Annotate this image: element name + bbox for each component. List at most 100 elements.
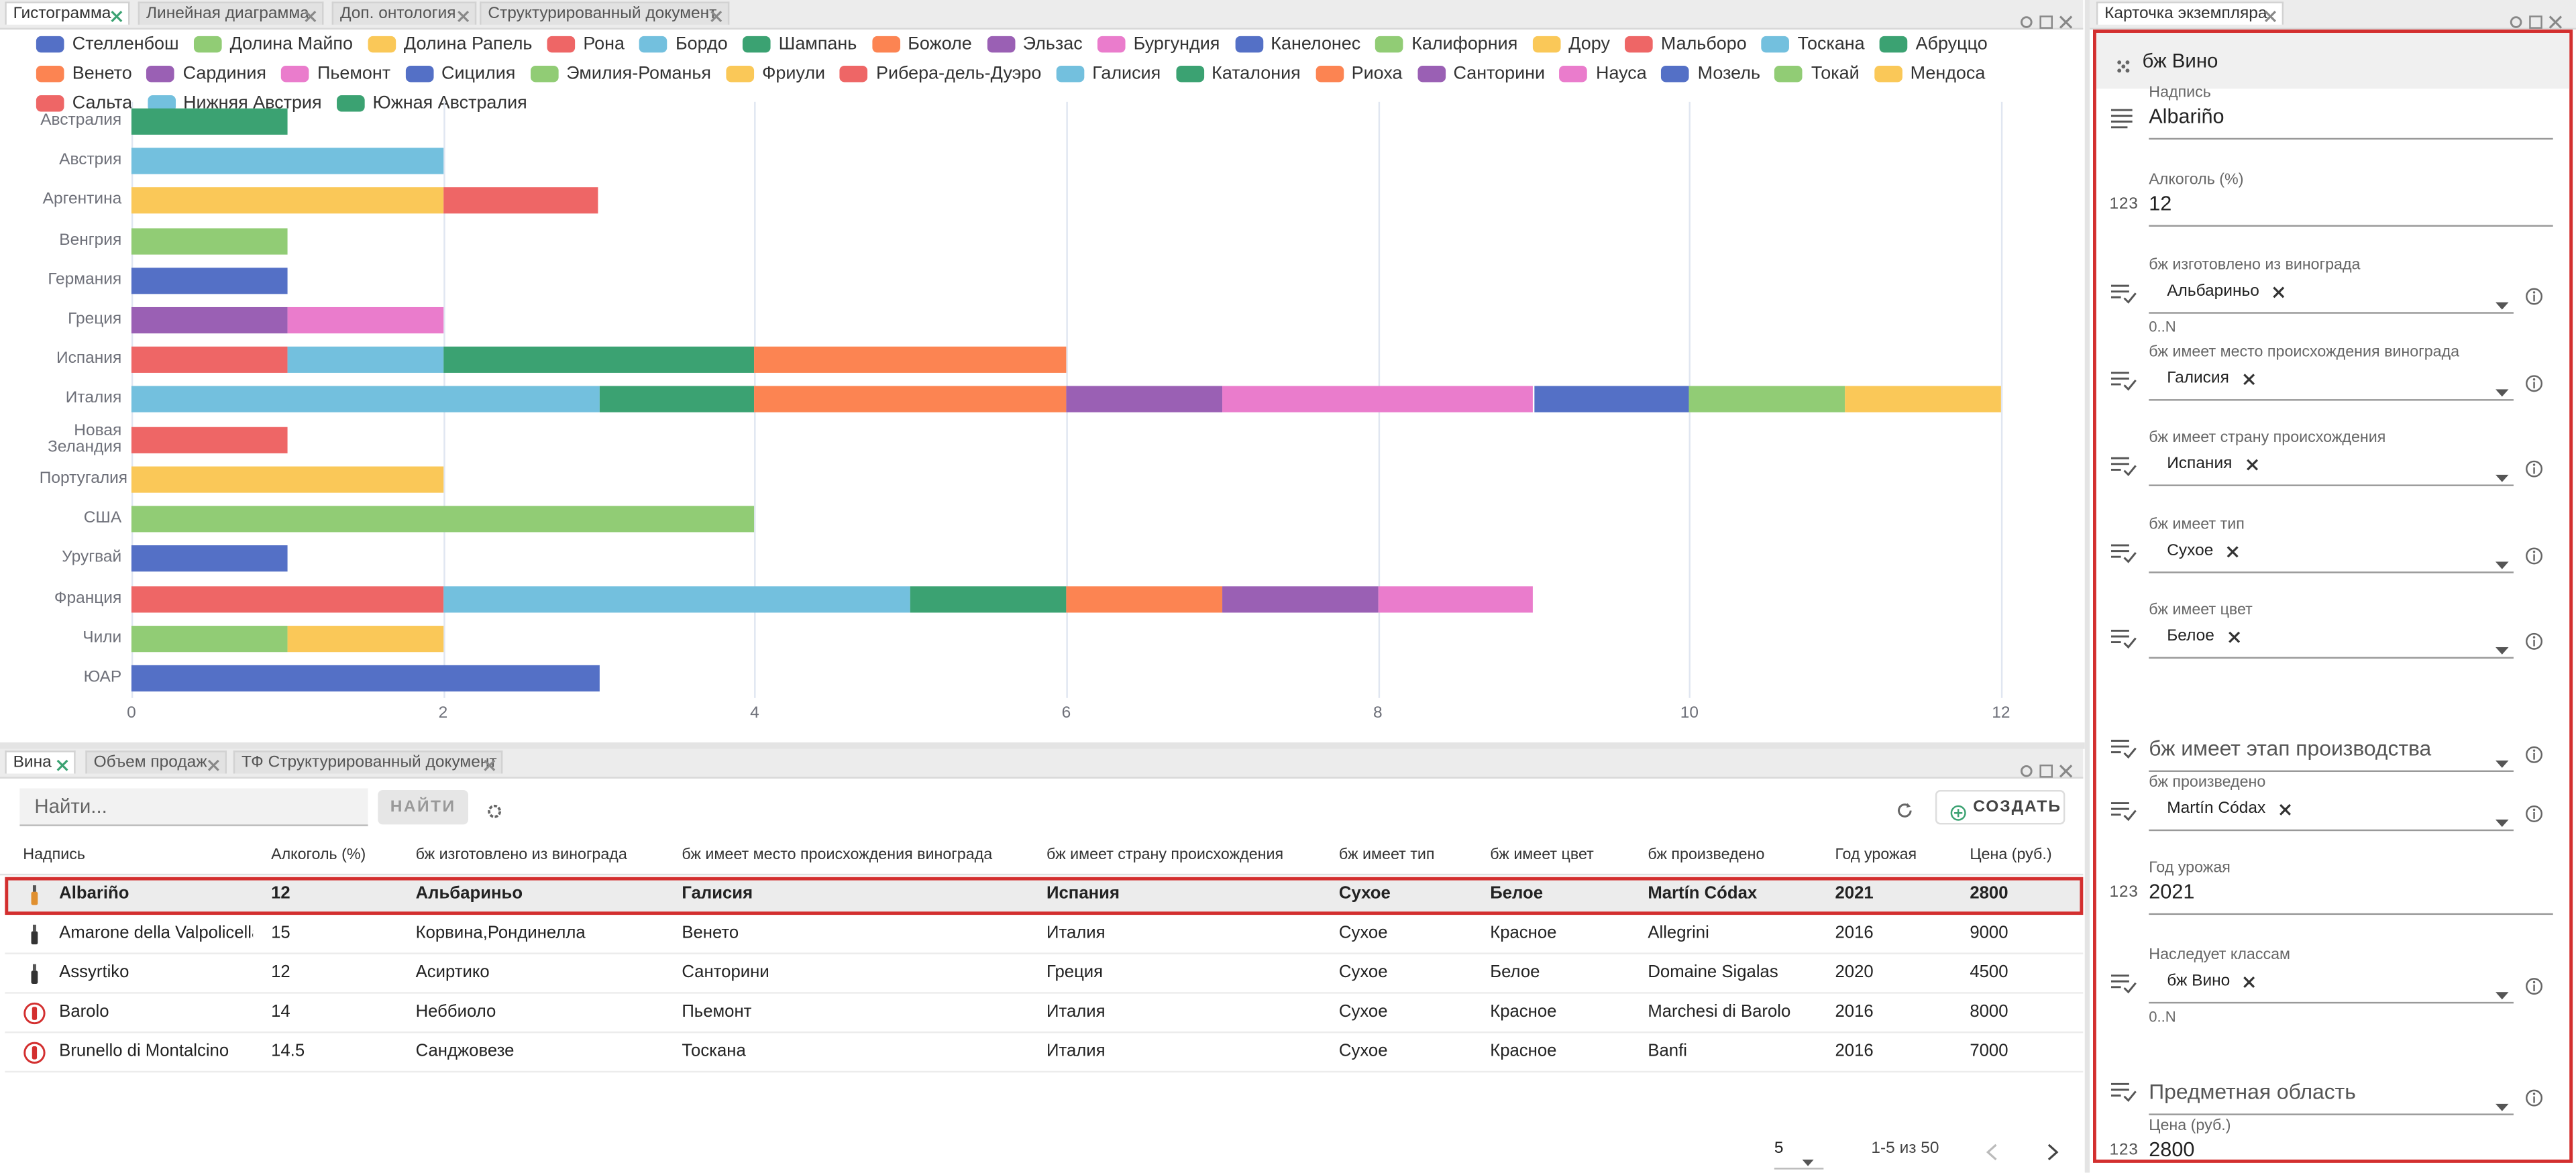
tab-close[interactable]: [483, 757, 496, 771]
field-value[interactable]: 12: [2149, 192, 2172, 215]
bar[interactable]: [131, 426, 288, 453]
dropdown-arrow[interactable]: [2496, 549, 2509, 569]
chip-remove[interactable]: [2245, 457, 2259, 471]
field-placeholder[interactable]: бж имеет этап производства: [2149, 736, 2432, 761]
bar[interactable]: [131, 506, 755, 533]
legend-item[interactable]: Сардиния: [146, 61, 266, 86]
close-icon[interactable]: [2548, 8, 2563, 29]
chip[interactable]: Сухое: [2152, 537, 2246, 565]
bar[interactable]: [131, 307, 288, 334]
bar[interactable]: [754, 347, 1067, 374]
bar[interactable]: [910, 585, 1067, 612]
chip-remove[interactable]: [2279, 802, 2292, 816]
tab-close[interactable]: [56, 757, 69, 771]
bar[interactable]: [443, 585, 911, 612]
dropdown-arrow[interactable]: [2496, 376, 2509, 397]
legend-item[interactable]: Шампань: [742, 32, 857, 56]
settings-icon[interactable]: [2509, 8, 2524, 28]
legend-item[interactable]: Стелленбош: [36, 32, 179, 56]
legend-item[interactable]: Божоле: [871, 32, 972, 56]
table-row[interactable]: [5, 877, 2084, 915]
chip[interactable]: бж Вино: [2152, 967, 2263, 995]
maximize-icon[interactable]: [2528, 8, 2543, 29]
close-icon[interactable]: [2059, 8, 2074, 29]
tab[interactable]: Вина: [5, 750, 76, 774]
bar[interactable]: [287, 347, 443, 374]
bar[interactable]: [287, 625, 443, 652]
legend-item[interactable]: Тоскана: [1761, 32, 1865, 56]
refresh-button[interactable]: [1896, 798, 1914, 818]
tab[interactable]: Объем продаж: [85, 750, 227, 774]
table-row[interactable]: [5, 1035, 2084, 1073]
info-icon[interactable]: [2525, 629, 2543, 650]
chip[interactable]: Испания: [2152, 450, 2265, 478]
tab[interactable]: ТФ Структурированный документ: [233, 750, 503, 774]
tab-close[interactable]: [110, 8, 123, 22]
tab[interactable]: Гистограмма: [5, 1, 130, 25]
legend-item[interactable]: Пьемонт: [281, 61, 390, 86]
info-icon[interactable]: [2525, 544, 2543, 565]
legend-item[interactable]: Мальборо: [1624, 32, 1747, 56]
dropdown-arrow[interactable]: [2496, 979, 2509, 1000]
bar[interactable]: [598, 386, 755, 413]
bar[interactable]: [1377, 585, 1534, 612]
legend-item[interactable]: Южная Австралия: [336, 91, 527, 115]
page-size[interactable]: 5: [1774, 1140, 1824, 1170]
tab-close[interactable]: [2264, 8, 2277, 22]
legend-item[interactable]: Рона: [547, 32, 625, 56]
close-icon[interactable]: [2059, 757, 2074, 778]
info-icon[interactable]: [2525, 801, 2543, 822]
legend-item[interactable]: Долина Рапель: [368, 32, 532, 56]
dropdown-arrow[interactable]: [2496, 461, 2509, 482]
legend-item[interactable]: Мендоса: [1874, 61, 1985, 86]
bar[interactable]: [1222, 585, 1378, 612]
info-icon[interactable]: [2525, 1086, 2543, 1107]
bar[interactable]: [131, 267, 288, 294]
tab[interactable]: Доп. онтология: [331, 1, 477, 25]
bar[interactable]: [131, 585, 443, 612]
chip[interactable]: Martín Códax: [2152, 795, 2298, 823]
bar[interactable]: [287, 307, 443, 334]
chip-remove[interactable]: [2226, 545, 2240, 558]
field-value[interactable]: 2021: [2149, 880, 2195, 903]
bar[interactable]: [131, 466, 443, 493]
chip[interactable]: Белое: [2152, 622, 2247, 651]
tab-close[interactable]: [304, 8, 317, 22]
chip-remove[interactable]: [2243, 974, 2257, 988]
chip-remove[interactable]: [2242, 372, 2255, 386]
bar[interactable]: [1534, 386, 1690, 413]
maximize-icon[interactable]: [2039, 8, 2053, 29]
chip[interactable]: Галисия: [2152, 365, 2262, 393]
next-page[interactable]: [2047, 1140, 2059, 1161]
legend-item[interactable]: Бордо: [639, 32, 728, 56]
info-icon[interactable]: [2525, 457, 2543, 478]
bar[interactable]: [131, 148, 443, 175]
table-row[interactable]: [5, 995, 2084, 1034]
bar[interactable]: [131, 188, 443, 215]
search-button[interactable]: НАЙТИ: [378, 789, 468, 825]
create-button[interactable]: СОЗДАТЬ: [1935, 789, 2065, 825]
bar[interactable]: [1066, 386, 1222, 413]
legend-item[interactable]: Дору: [1532, 32, 1610, 56]
field-value[interactable]: 2800: [2149, 1138, 2195, 1162]
maximize-icon[interactable]: [2039, 757, 2053, 778]
chip-remove[interactable]: [2272, 285, 2286, 298]
settings-icon[interactable]: [2019, 8, 2034, 28]
chip[interactable]: Альбариньо: [2152, 278, 2292, 306]
legend-item[interactable]: Фриули: [726, 61, 825, 86]
dropdown-arrow[interactable]: [2496, 1091, 2509, 1111]
table-row[interactable]: [5, 917, 2084, 954]
legend-item[interactable]: Абруццо: [1879, 32, 1988, 56]
page-size-arrow[interactable]: [1802, 1146, 1814, 1166]
legend-item[interactable]: Галисия: [1056, 61, 1161, 86]
legend-item[interactable]: Эмилия-Романья: [530, 61, 711, 86]
legend-item[interactable]: Санторини: [1417, 61, 1545, 86]
bar[interactable]: [131, 545, 288, 572]
bar[interactable]: [131, 665, 599, 691]
bar[interactable]: [1689, 386, 1845, 413]
info-icon[interactable]: [2525, 742, 2543, 763]
field-placeholder[interactable]: Предметная область: [2149, 1078, 2356, 1104]
bar[interactable]: [131, 108, 288, 135]
table-row[interactable]: [5, 956, 2084, 994]
bar[interactable]: [1222, 386, 1534, 413]
